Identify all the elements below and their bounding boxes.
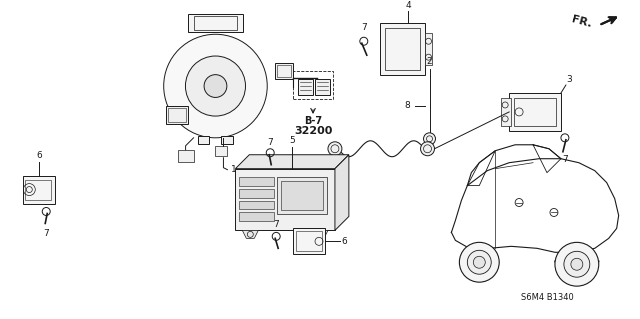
Text: 2: 2 <box>427 57 433 66</box>
Text: 6: 6 <box>341 237 347 246</box>
Circle shape <box>564 251 590 277</box>
Bar <box>296 231 322 251</box>
Circle shape <box>467 250 492 274</box>
Text: 7: 7 <box>361 23 367 32</box>
Bar <box>166 106 188 124</box>
Bar <box>236 169 335 230</box>
Polygon shape <box>236 155 349 169</box>
Circle shape <box>420 142 435 156</box>
Bar <box>509 93 561 131</box>
Bar <box>380 23 424 75</box>
Text: 4: 4 <box>405 1 411 10</box>
Text: 7: 7 <box>44 229 49 238</box>
Circle shape <box>571 258 583 270</box>
Bar <box>385 28 420 70</box>
Bar <box>501 98 511 126</box>
Bar <box>298 79 313 95</box>
Circle shape <box>555 242 599 286</box>
Bar <box>277 177 327 214</box>
Bar <box>277 65 291 77</box>
Bar <box>239 212 274 221</box>
Circle shape <box>460 242 499 282</box>
Bar <box>198 136 209 144</box>
Polygon shape <box>243 230 259 238</box>
Text: 7: 7 <box>562 155 568 164</box>
Bar <box>221 136 234 144</box>
Text: 3: 3 <box>566 75 572 84</box>
Bar <box>293 71 333 99</box>
Bar <box>23 176 55 204</box>
Bar <box>216 146 227 156</box>
Text: 32200: 32200 <box>294 126 332 136</box>
Bar <box>168 108 186 122</box>
Text: 1: 1 <box>230 165 236 174</box>
Text: S6M4 B1340: S6M4 B1340 <box>520 293 573 301</box>
Bar <box>275 63 293 79</box>
Polygon shape <box>312 230 328 238</box>
Bar <box>188 14 243 32</box>
Text: 7: 7 <box>268 138 273 147</box>
Bar <box>293 228 325 254</box>
Bar <box>514 98 556 126</box>
Bar <box>239 189 274 197</box>
Circle shape <box>328 142 342 156</box>
Bar <box>424 33 433 65</box>
Circle shape <box>474 256 485 268</box>
Text: 7: 7 <box>273 220 279 229</box>
Text: 5: 5 <box>289 136 295 145</box>
Bar <box>315 79 330 95</box>
Text: B-7: B-7 <box>304 116 322 126</box>
Text: FR.: FR. <box>570 14 593 29</box>
Bar <box>281 181 323 211</box>
Bar <box>193 16 237 30</box>
Circle shape <box>186 56 246 116</box>
Polygon shape <box>335 155 349 230</box>
Bar <box>26 180 51 199</box>
Text: 8: 8 <box>404 101 410 110</box>
Circle shape <box>204 75 227 97</box>
Bar <box>239 177 274 186</box>
Circle shape <box>164 34 268 138</box>
Circle shape <box>424 133 435 145</box>
Text: 6: 6 <box>36 151 42 160</box>
Bar <box>178 150 193 162</box>
Bar <box>239 201 274 210</box>
